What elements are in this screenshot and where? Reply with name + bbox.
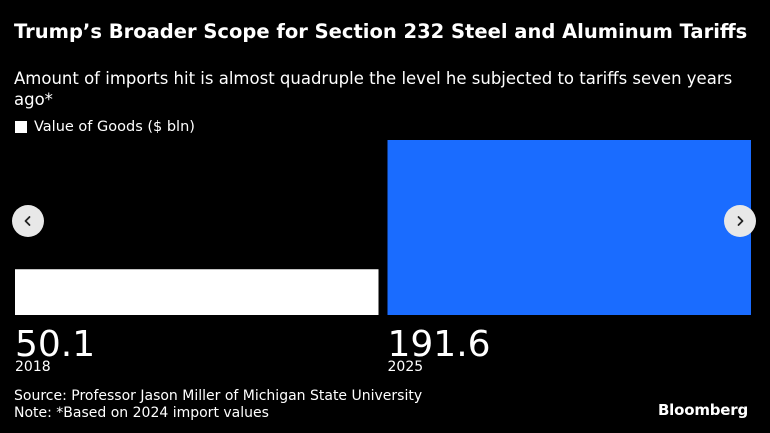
category-label-2018: 2018: [15, 359, 51, 375]
chart-subtitle: Amount of imports hit is almost quadrupl…: [14, 69, 733, 109]
chevron-right-icon: [737, 216, 744, 226]
value-label-2025: 191.6: [388, 324, 491, 365]
chevron-left-icon: [24, 216, 31, 226]
source-note: Source: Professor Jason Miller of Michig…: [14, 388, 423, 404]
chart-title: Trump’s Broader Scope for Section 232 St…: [14, 20, 748, 43]
next-button[interactable]: [724, 205, 756, 237]
legend-swatch: [15, 121, 27, 133]
bar-2018: [15, 269, 379, 315]
bloomberg-logo: Bloomberg: [657, 401, 748, 419]
bar-2025: [387, 140, 751, 315]
value-label-2018: 50.1: [15, 324, 95, 365]
previous-button[interactable]: [12, 205, 44, 237]
category-label-2025: 2025: [388, 359, 424, 375]
legend-label: Value of Goods ($ bln): [34, 119, 195, 135]
legend: Value of Goods ($ bln): [15, 119, 195, 135]
footer: Source: Professor Jason Miller of Michig…: [14, 388, 422, 422]
footnote: Note: *Based on 2024 import values: [14, 405, 269, 421]
